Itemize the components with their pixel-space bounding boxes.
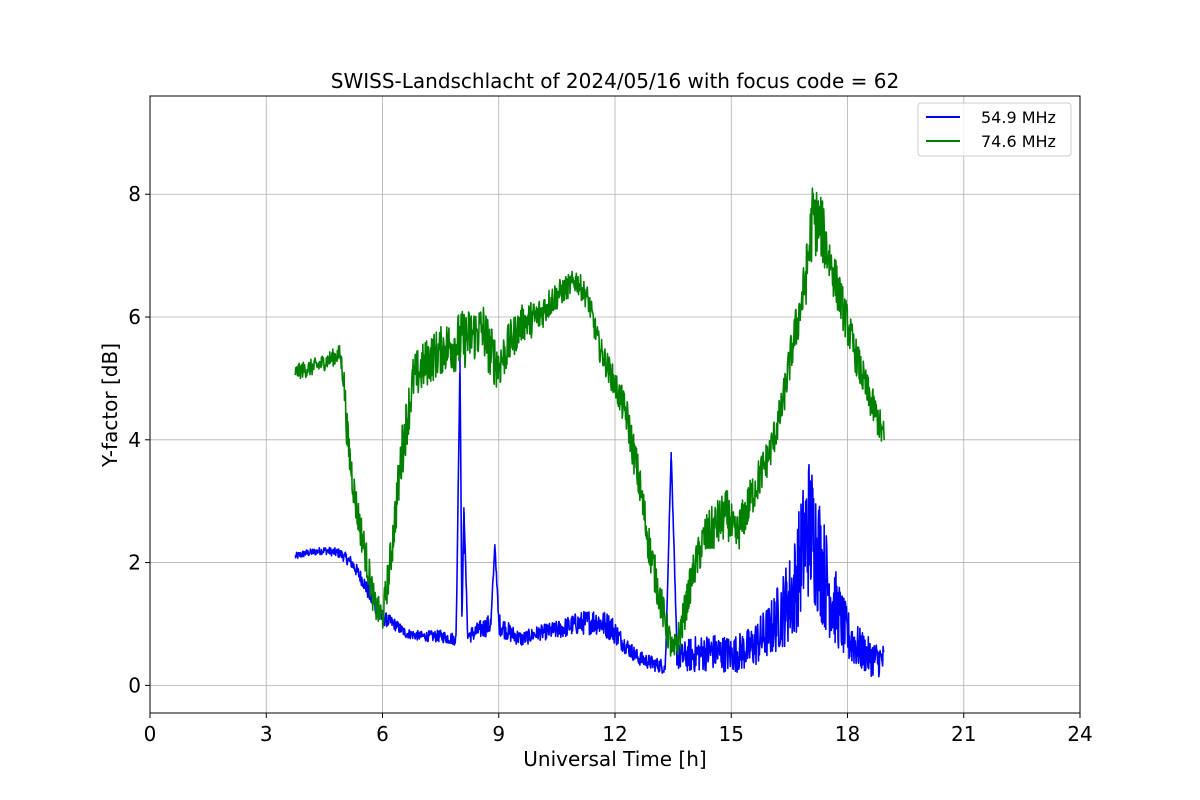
x-tick-label: 18 [835, 722, 860, 746]
y-tick-label: 6 [128, 305, 141, 329]
x-tick-label: 21 [951, 722, 976, 746]
y-axis-label: Y-factor [dB] [98, 343, 122, 468]
y-tick-label: 0 [128, 673, 141, 697]
x-tick-label: 3 [260, 722, 273, 746]
legend: 54.9 MHz 74.6 MHz [917, 102, 1072, 157]
series-line-74-6-mhz [294, 187, 886, 657]
chart-title: SWISS-Landschlacht of 2024/05/16 with fo… [331, 69, 899, 93]
x-tick-label: 12 [602, 722, 627, 746]
x-tick-label: 15 [719, 722, 744, 746]
series-layer [294, 187, 886, 678]
series-line-54-9-mhz [294, 372, 885, 678]
legend-label-54-9-mhz: 54.9 MHz [981, 108, 1056, 127]
y-tick-label: 8 [128, 182, 141, 206]
x-tick-label: 6 [376, 722, 389, 746]
x-tick-label: 0 [144, 722, 157, 746]
x-tick-label: 9 [492, 722, 505, 746]
y-tick-label: 4 [128, 428, 141, 452]
y-tick-label: 2 [128, 551, 141, 575]
legend-label-74-6-mhz: 74.6 MHz [981, 132, 1056, 151]
x-tick-label: 24 [1067, 722, 1092, 746]
grid-lines [150, 96, 1080, 713]
x-axis-label: Universal Time [h] [523, 747, 706, 771]
